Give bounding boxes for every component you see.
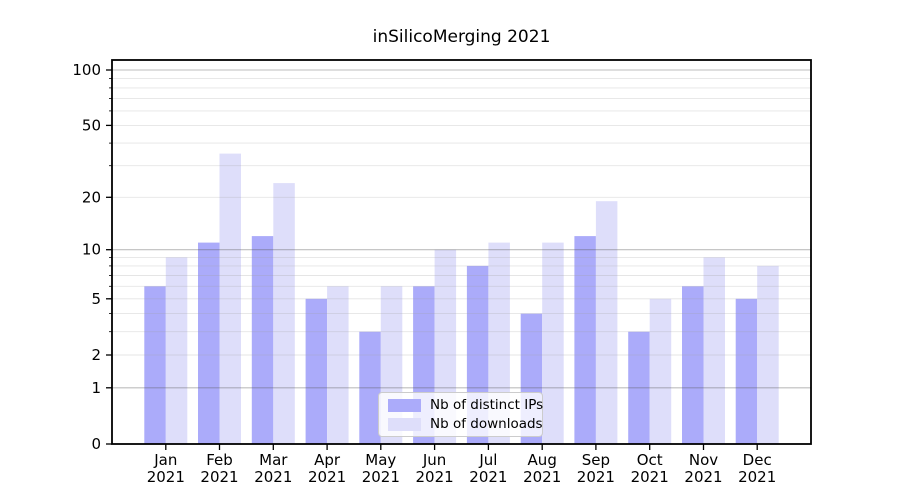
bar-mar-downloads — [273, 183, 295, 444]
x-tick-label: Aug 2021 — [523, 451, 561, 486]
bar-apr-distinct-ips — [305, 298, 328, 444]
y-tick-label: 10 — [82, 241, 101, 259]
bar-nov-distinct-ips — [682, 286, 704, 444]
legend: Nb of distinct IPs Nb of downloads — [378, 392, 543, 437]
bar-jan-distinct-ips — [144, 286, 166, 444]
y-tick-label: 100 — [72, 61, 101, 79]
y-tick-label: 2 — [91, 346, 101, 364]
y-tick-label: 20 — [82, 188, 101, 206]
bar-mar-distinct-ips — [251, 236, 274, 444]
bar-oct-distinct-ips — [628, 331, 650, 444]
bar-feb-downloads — [219, 153, 241, 444]
bar-apr-downloads — [327, 286, 349, 444]
y-tick-label: 50 — [82, 116, 101, 134]
legend-swatch-downloads-icon — [388, 417, 421, 431]
x-tick-label: Oct 2021 — [631, 451, 669, 486]
chart-title: inSilicoMerging 2021 — [372, 27, 551, 47]
legend-label-downloads: Nb of downloads — [430, 416, 543, 432]
bar-sep-distinct-ips — [574, 236, 596, 444]
bar-jan-downloads — [165, 257, 188, 444]
y-tick-label: 0 — [91, 435, 101, 453]
bar-feb-distinct-ips — [198, 242, 220, 444]
bar-oct-downloads — [649, 298, 672, 444]
x-tick-label: Feb 2021 — [200, 451, 238, 486]
bar-dec-downloads — [757, 265, 779, 444]
x-tick-label: Dec 2021 — [738, 451, 776, 486]
legend-item-downloads: Nb of downloads — [388, 416, 543, 432]
axes-box — [111, 59, 812, 445]
x-tick-label: Sep 2021 — [577, 451, 615, 486]
bar-may-distinct-ips — [359, 331, 381, 444]
legend-label-distinct-ips: Nb of distinct IPs — [430, 397, 544, 413]
x-tick-label: Apr 2021 — [308, 451, 346, 486]
legend-swatch-distinct-ips-icon — [388, 398, 421, 412]
bar-sep-downloads — [595, 201, 618, 444]
bar-dec-distinct-ips — [735, 298, 758, 444]
bar-nov-downloads — [703, 257, 725, 444]
x-tick-label: May 2021 — [362, 451, 400, 486]
x-tick-label: Nov 2021 — [684, 451, 722, 486]
x-tick-label: Jun 2021 — [416, 451, 454, 486]
bar-aug-downloads — [542, 242, 564, 444]
x-tick-label: Mar 2021 — [254, 451, 292, 486]
x-tick-label: Jul 2021 — [469, 451, 507, 486]
x-tick-label: Jan 2021 — [147, 451, 185, 486]
legend-item-distinct-ips: Nb of distinct IPs — [388, 397, 543, 413]
y-tick-label: 1 — [91, 379, 101, 397]
y-tick-label: 5 — [91, 290, 101, 308]
